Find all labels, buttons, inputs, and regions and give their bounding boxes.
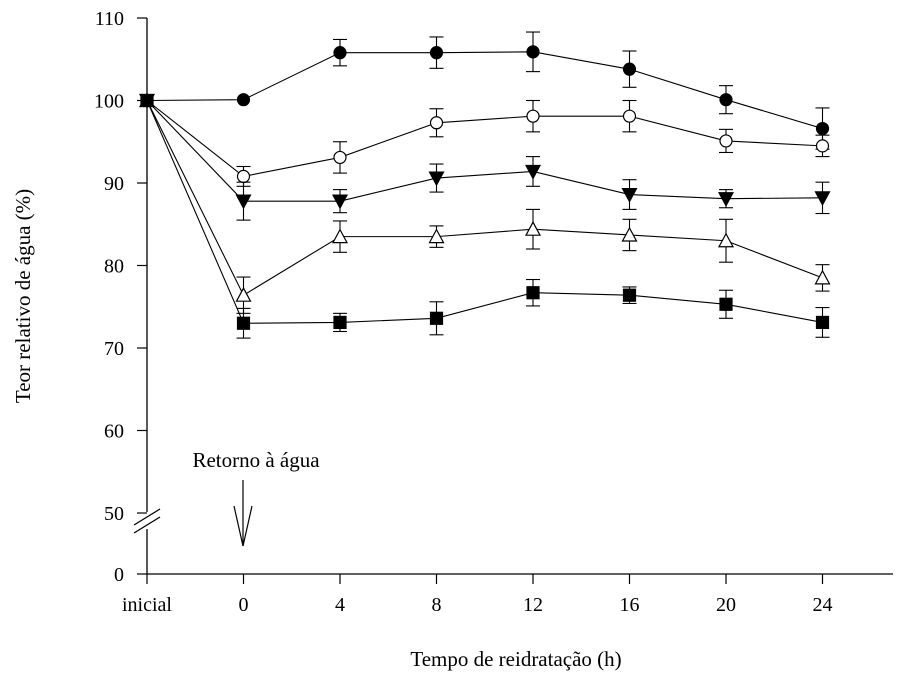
data-point xyxy=(236,93,251,107)
data-point xyxy=(526,109,540,123)
x-tick-label: 16 xyxy=(620,594,640,616)
x-tick-label: 8 xyxy=(432,594,442,616)
data-point xyxy=(814,269,831,285)
y-tick-label: 50 xyxy=(104,503,124,525)
y-tick-label: 60 xyxy=(104,421,124,443)
y-tick-label: 100 xyxy=(94,91,124,113)
data-point xyxy=(719,93,733,107)
data-point xyxy=(815,121,830,136)
data-point xyxy=(719,134,733,148)
x-tick-label: inicial xyxy=(122,594,172,616)
data-point xyxy=(814,191,831,207)
x-tick-label: 12 xyxy=(523,594,543,616)
axis-break-mark xyxy=(133,516,161,534)
data-point xyxy=(333,315,347,330)
y-tick-label: 110 xyxy=(95,8,124,30)
data-point xyxy=(333,46,347,60)
series-line xyxy=(146,100,823,324)
axis-break-mark xyxy=(133,508,161,526)
series-5 xyxy=(140,93,830,339)
data-point xyxy=(815,315,830,330)
data-point xyxy=(331,228,349,244)
data-point xyxy=(236,316,251,330)
data-point xyxy=(428,171,445,187)
x-tick-label: 24 xyxy=(813,594,833,616)
data-point xyxy=(524,164,542,180)
data-point xyxy=(621,187,638,203)
data-point xyxy=(429,46,444,60)
x-tick-label: 20 xyxy=(716,594,736,616)
series xyxy=(138,31,831,339)
y-tick-label: 0 xyxy=(114,564,124,586)
data-point xyxy=(235,194,252,210)
data-point xyxy=(429,311,444,325)
data-point xyxy=(331,194,349,210)
data-point xyxy=(428,228,445,244)
data-point xyxy=(815,139,830,153)
data-point xyxy=(622,109,637,123)
series-line xyxy=(146,51,823,130)
data-point xyxy=(621,226,638,242)
data-point xyxy=(235,286,252,302)
x-tick-label: 4 xyxy=(335,594,345,616)
data-point xyxy=(526,45,540,59)
series-line xyxy=(146,100,823,296)
data-point xyxy=(236,169,251,183)
data-point xyxy=(429,116,444,130)
x-tick-label: 0 xyxy=(239,594,249,616)
data-point xyxy=(333,150,347,165)
annotation-label: Retorno à água xyxy=(192,448,320,472)
series-line xyxy=(146,100,823,202)
series-line xyxy=(146,100,823,177)
x-axis-title: Tempo de reidratação (h) xyxy=(410,647,621,671)
data-point xyxy=(140,93,154,108)
series-2 xyxy=(140,93,830,187)
data-point xyxy=(622,62,637,76)
data-point xyxy=(717,192,735,207)
series-4 xyxy=(138,92,831,314)
series-3 xyxy=(138,93,831,221)
data-point xyxy=(524,220,542,236)
y-tick-label: 80 xyxy=(104,256,124,278)
series-1 xyxy=(140,31,830,150)
y-tick-label: 90 xyxy=(104,173,124,195)
data-point xyxy=(526,286,540,300)
data-point xyxy=(717,232,735,248)
y-axis-title: Teor relativo de água (%) xyxy=(11,189,35,403)
data-point xyxy=(622,288,637,302)
ticks: inicial 0 4 8 12 16 20 24 0 50 60 70 80 90 100 110 xyxy=(94,8,833,616)
y-tick-label: 70 xyxy=(104,338,124,360)
data-point xyxy=(719,297,733,311)
down-arrow xyxy=(233,480,253,547)
